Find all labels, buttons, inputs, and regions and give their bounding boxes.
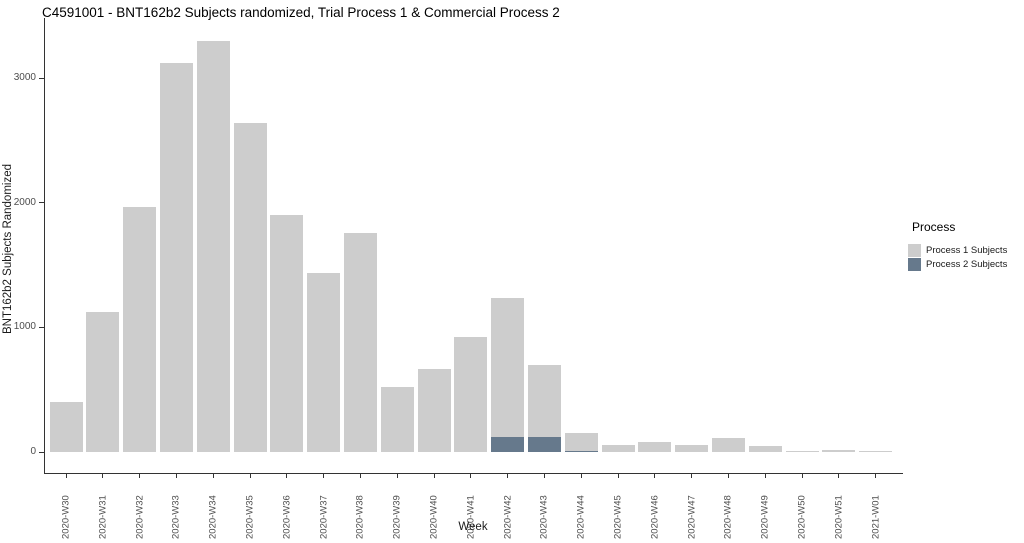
x-tick-mark	[396, 474, 398, 478]
legend-item-label: Process 1 Subjects	[926, 245, 1008, 256]
bar-segment	[417, 369, 451, 452]
bar-segment	[675, 445, 709, 452]
x-tick-mark	[470, 474, 472, 478]
x-tick-label: 2020-W38	[354, 495, 366, 539]
x-tick-label: 2020-W30	[60, 495, 72, 539]
bar-segment	[638, 442, 672, 452]
bar-segment	[307, 272, 341, 452]
bar-segment	[454, 337, 488, 452]
bar-segment	[785, 451, 819, 452]
bar-segment	[380, 387, 414, 452]
legend-items: Process 1 Subjects Process 2 Subjects	[908, 244, 1007, 271]
x-tick-label: 2020-W50	[796, 495, 808, 539]
y-tick-mark	[39, 326, 44, 328]
legend-item: Process 1 Subjects	[908, 244, 1007, 257]
x-tick-mark	[323, 474, 325, 478]
x-tick-label: 2021-W01	[870, 495, 882, 539]
x-tick-mark	[286, 474, 288, 478]
x-tick-mark	[691, 474, 693, 478]
x-tick-label: 2020-W34	[207, 495, 219, 539]
x-tick-mark	[249, 474, 251, 478]
bar-segment	[491, 436, 525, 452]
bar-segment	[491, 298, 525, 437]
bar-segment	[527, 364, 561, 438]
x-tick-mark	[102, 474, 104, 478]
bar-segment	[159, 63, 193, 452]
x-tick-label: 2020-W31	[97, 495, 109, 539]
x-tick-label: 2020-W33	[170, 495, 182, 539]
x-tick-label: 2020-W32	[134, 495, 146, 539]
x-tick-mark	[875, 474, 877, 478]
x-tick-label: 2020-W49	[759, 495, 771, 539]
x-tick-label: 2020-W36	[281, 495, 293, 539]
bar-segment	[711, 437, 745, 452]
x-tick-mark	[838, 474, 840, 478]
x-tick-mark	[764, 474, 766, 478]
y-tick-label: 0	[30, 446, 36, 457]
x-tick-label: 2020-W44	[575, 495, 587, 539]
x-tick-mark	[580, 474, 582, 478]
x-tick-mark	[543, 474, 545, 478]
bar-segment	[822, 450, 856, 452]
x-tick-label: 2020-W46	[649, 495, 661, 539]
x-tick-mark	[507, 474, 509, 478]
x-tick-mark	[654, 474, 656, 478]
legend: Process Process 1 Subjects Process 2 Subj…	[908, 220, 1007, 272]
bar-segment	[196, 40, 230, 452]
bar-segment	[233, 123, 267, 452]
chart-title: C4591001 - BNT162b2 Subjects randomized,…	[42, 5, 560, 20]
bar-segment	[123, 206, 157, 452]
x-tick-mark	[617, 474, 619, 478]
bar-segment	[748, 446, 782, 452]
legend-title: Process	[912, 220, 956, 234]
x-tick-mark	[727, 474, 729, 478]
x-axis-title: Week	[458, 521, 488, 533]
y-tick-mark	[39, 202, 44, 204]
x-tick-mark	[65, 474, 67, 478]
bar-segment	[343, 232, 377, 452]
y-axis-title: BNT162b2 Subjects Randomized	[2, 163, 14, 335]
y-tick-mark	[39, 77, 44, 79]
plot-panel	[44, 18, 903, 474]
legend-item: Process 2 Subjects	[908, 258, 1007, 271]
y-tick-mark	[39, 451, 44, 453]
bar-segment	[601, 445, 635, 452]
bar-segment	[49, 401, 83, 452]
bar-segment	[564, 451, 598, 452]
bar-segment	[270, 215, 304, 452]
x-tick-mark	[139, 474, 141, 478]
legend-swatch-icon	[908, 258, 921, 271]
x-tick-label: 2020-W51	[833, 495, 845, 539]
x-tick-mark	[175, 474, 177, 478]
x-tick-label: 2020-W47	[686, 495, 698, 539]
x-tick-label: 2020-W35	[244, 495, 256, 539]
x-tick-mark	[359, 474, 361, 478]
bar-segment	[859, 451, 893, 452]
x-tick-mark	[801, 474, 803, 478]
x-tick-label: 2020-W37	[318, 495, 330, 539]
x-tick-mark	[212, 474, 214, 478]
x-tick-label: 2020-W45	[612, 495, 624, 539]
legend-item-label: Process 2 Subjects	[926, 259, 1008, 270]
bar-segment	[527, 437, 561, 452]
x-tick-label: 2020-W48	[722, 495, 734, 539]
y-tick-label: 3000	[13, 72, 36, 84]
legend-swatch-icon	[908, 244, 921, 257]
bar-segment	[564, 432, 598, 451]
y-tick-label: 1000	[13, 321, 36, 333]
x-tick-mark	[433, 474, 435, 478]
bar-segment	[86, 312, 120, 452]
y-tick-label: 2000	[13, 196, 36, 208]
